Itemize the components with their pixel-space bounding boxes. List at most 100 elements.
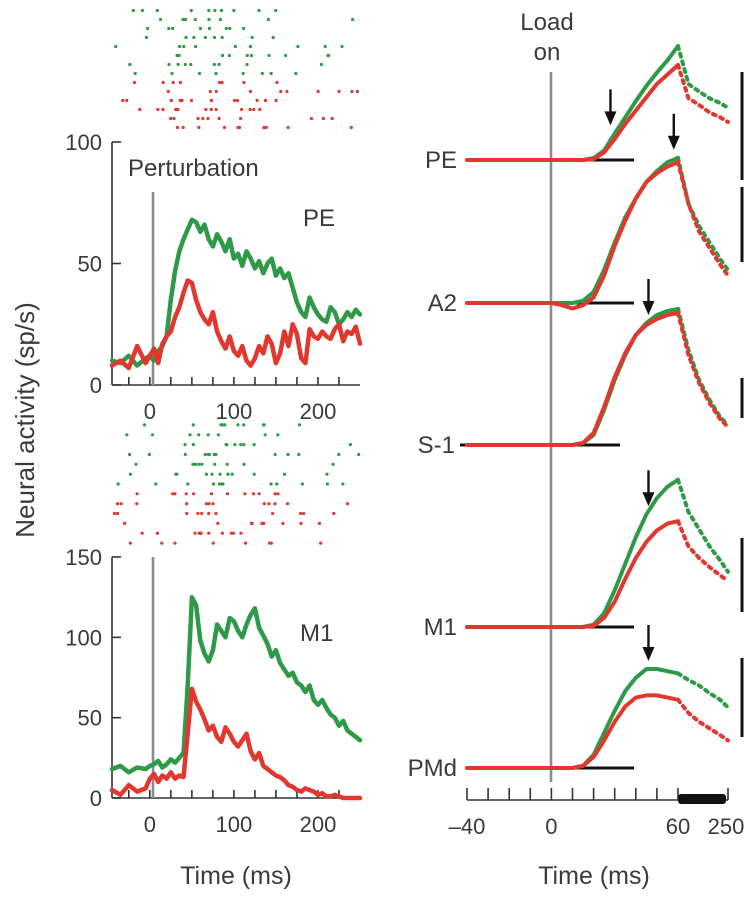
raster-dot-red: [217, 80, 221, 85]
raster-dot-green: [184, 17, 188, 22]
red-trace-compressed: [676, 160, 730, 278]
raster-dot-green: [213, 8, 217, 13]
onset-arrow-head: [642, 301, 655, 315]
raster-dot-red: [214, 511, 218, 516]
raster-dot-red: [337, 89, 341, 94]
raster-dot-green: [182, 44, 186, 49]
raster-dot-red: [248, 107, 252, 112]
raster-dot-green: [220, 8, 224, 13]
y-tick-label: 100: [65, 130, 102, 155]
raster-dot-green: [191, 443, 195, 447]
raster-dot-red: [267, 502, 271, 506]
green-trace-compressed: [676, 671, 730, 710]
raster-dot-red: [252, 107, 256, 112]
raster-dot-green: [217, 62, 221, 67]
raster-dot-green: [189, 8, 193, 13]
raster-dot-red: [274, 98, 278, 103]
raster-dot-green: [154, 482, 158, 486]
left-bottom-panel: 0 50 100 150 0 100 200 M1 Time (ms): [65, 423, 363, 890]
raster-dot-red: [166, 89, 170, 94]
green-trace: [465, 44, 680, 162]
raster-dot-red: [192, 492, 196, 496]
raster-dot-red: [262, 502, 266, 506]
green-trace: [109, 594, 363, 775]
raster-dot-red: [185, 502, 189, 506]
raster-dot-red: [260, 521, 264, 526]
trace-row-pe: PE: [425, 44, 744, 180]
raster-dot-green: [155, 8, 159, 13]
raster-dot-red: [211, 541, 215, 545]
green-trace: [465, 477, 680, 629]
raster-dot-green: [210, 472, 214, 476]
raster-dot-red: [279, 89, 283, 94]
raster-dot-green: [263, 433, 267, 437]
raster-dot-red: [276, 492, 280, 496]
raster-dot-red: [273, 502, 277, 506]
y-tick-label: 0: [90, 373, 102, 398]
left-top-panel: 0 50 100 0 100 200 Perturbation PE: [65, 8, 363, 424]
raster-dot-green: [116, 482, 120, 486]
onset-arrow-head: [604, 111, 617, 126]
raster-dot-green: [294, 71, 298, 76]
raster-dot-red: [239, 531, 243, 535]
raster-dot-green: [158, 17, 163, 22]
y-tick-label: 150: [65, 545, 102, 570]
raster-dot-red: [169, 116, 173, 121]
raster-dot-red: [173, 541, 177, 545]
raster-dot-green: [170, 71, 174, 76]
raster-dot-green: [252, 472, 256, 476]
raster-dot-green: [150, 433, 155, 437]
raster-dot-green: [207, 8, 211, 13]
raster-dot-red: [138, 107, 142, 112]
raster-dot-green: [175, 472, 179, 476]
raster-dot-green: [181, 17, 185, 22]
raster-dot-red: [175, 125, 180, 130]
raster-dot-red: [239, 116, 243, 121]
raster-dot-green: [286, 452, 290, 457]
raster-dot-red: [204, 107, 208, 112]
raster-dot-red: [332, 511, 336, 516]
raster-dot-red: [211, 502, 215, 506]
raster-dot-green: [212, 62, 216, 67]
raster-dot-red: [225, 492, 230, 496]
raster-dot-green: [128, 472, 132, 476]
raster-dot-red: [258, 107, 262, 112]
raster-dot-green: [140, 8, 144, 13]
left-bottom-title: M1: [300, 620, 333, 647]
raster-dot-green: [175, 53, 179, 58]
right-rows: PE A2 S-1 M1 PMd: [408, 44, 744, 782]
trace-row-a2: A2: [428, 113, 744, 317]
raster-dot-red: [220, 531, 224, 535]
raster-dot-green: [114, 44, 118, 49]
raster-dot-green: [351, 17, 355, 22]
raster-dot-green: [239, 443, 243, 447]
raster-dot-red: [121, 98, 125, 103]
y-tick-label: 50: [78, 252, 102, 277]
raster-dot-green: [203, 35, 207, 40]
raster-dot-red: [330, 116, 334, 121]
raster-dot-green: [319, 62, 323, 67]
raster-dot-green: [236, 423, 240, 427]
raster-dot-green: [212, 482, 216, 486]
raster-dot-green: [267, 53, 271, 58]
raster-dot-green: [226, 472, 230, 476]
raster-dot-green: [233, 443, 237, 447]
raster-dot-red: [193, 531, 197, 535]
raster-dot-green: [194, 44, 198, 49]
onset-arrow-head: [667, 135, 680, 150]
raster-dot-green: [220, 423, 225, 427]
raster-dot-red: [236, 125, 240, 130]
raster-dot-red: [231, 531, 236, 535]
raster-dot-red: [222, 125, 226, 130]
row-label: PMd: [408, 755, 457, 782]
raster-dot-green: [269, 482, 273, 486]
raster-dot-green: [207, 452, 211, 457]
raster-dot-green: [266, 17, 270, 22]
raster-dot-red: [299, 511, 303, 516]
y-tick-label: 0: [90, 786, 102, 811]
raster-dot-red: [255, 98, 259, 103]
raster-dot-red: [235, 98, 240, 103]
raster-dot-green: [297, 452, 301, 457]
raster-dot-red: [132, 80, 136, 85]
raster-dot-green: [257, 8, 261, 13]
